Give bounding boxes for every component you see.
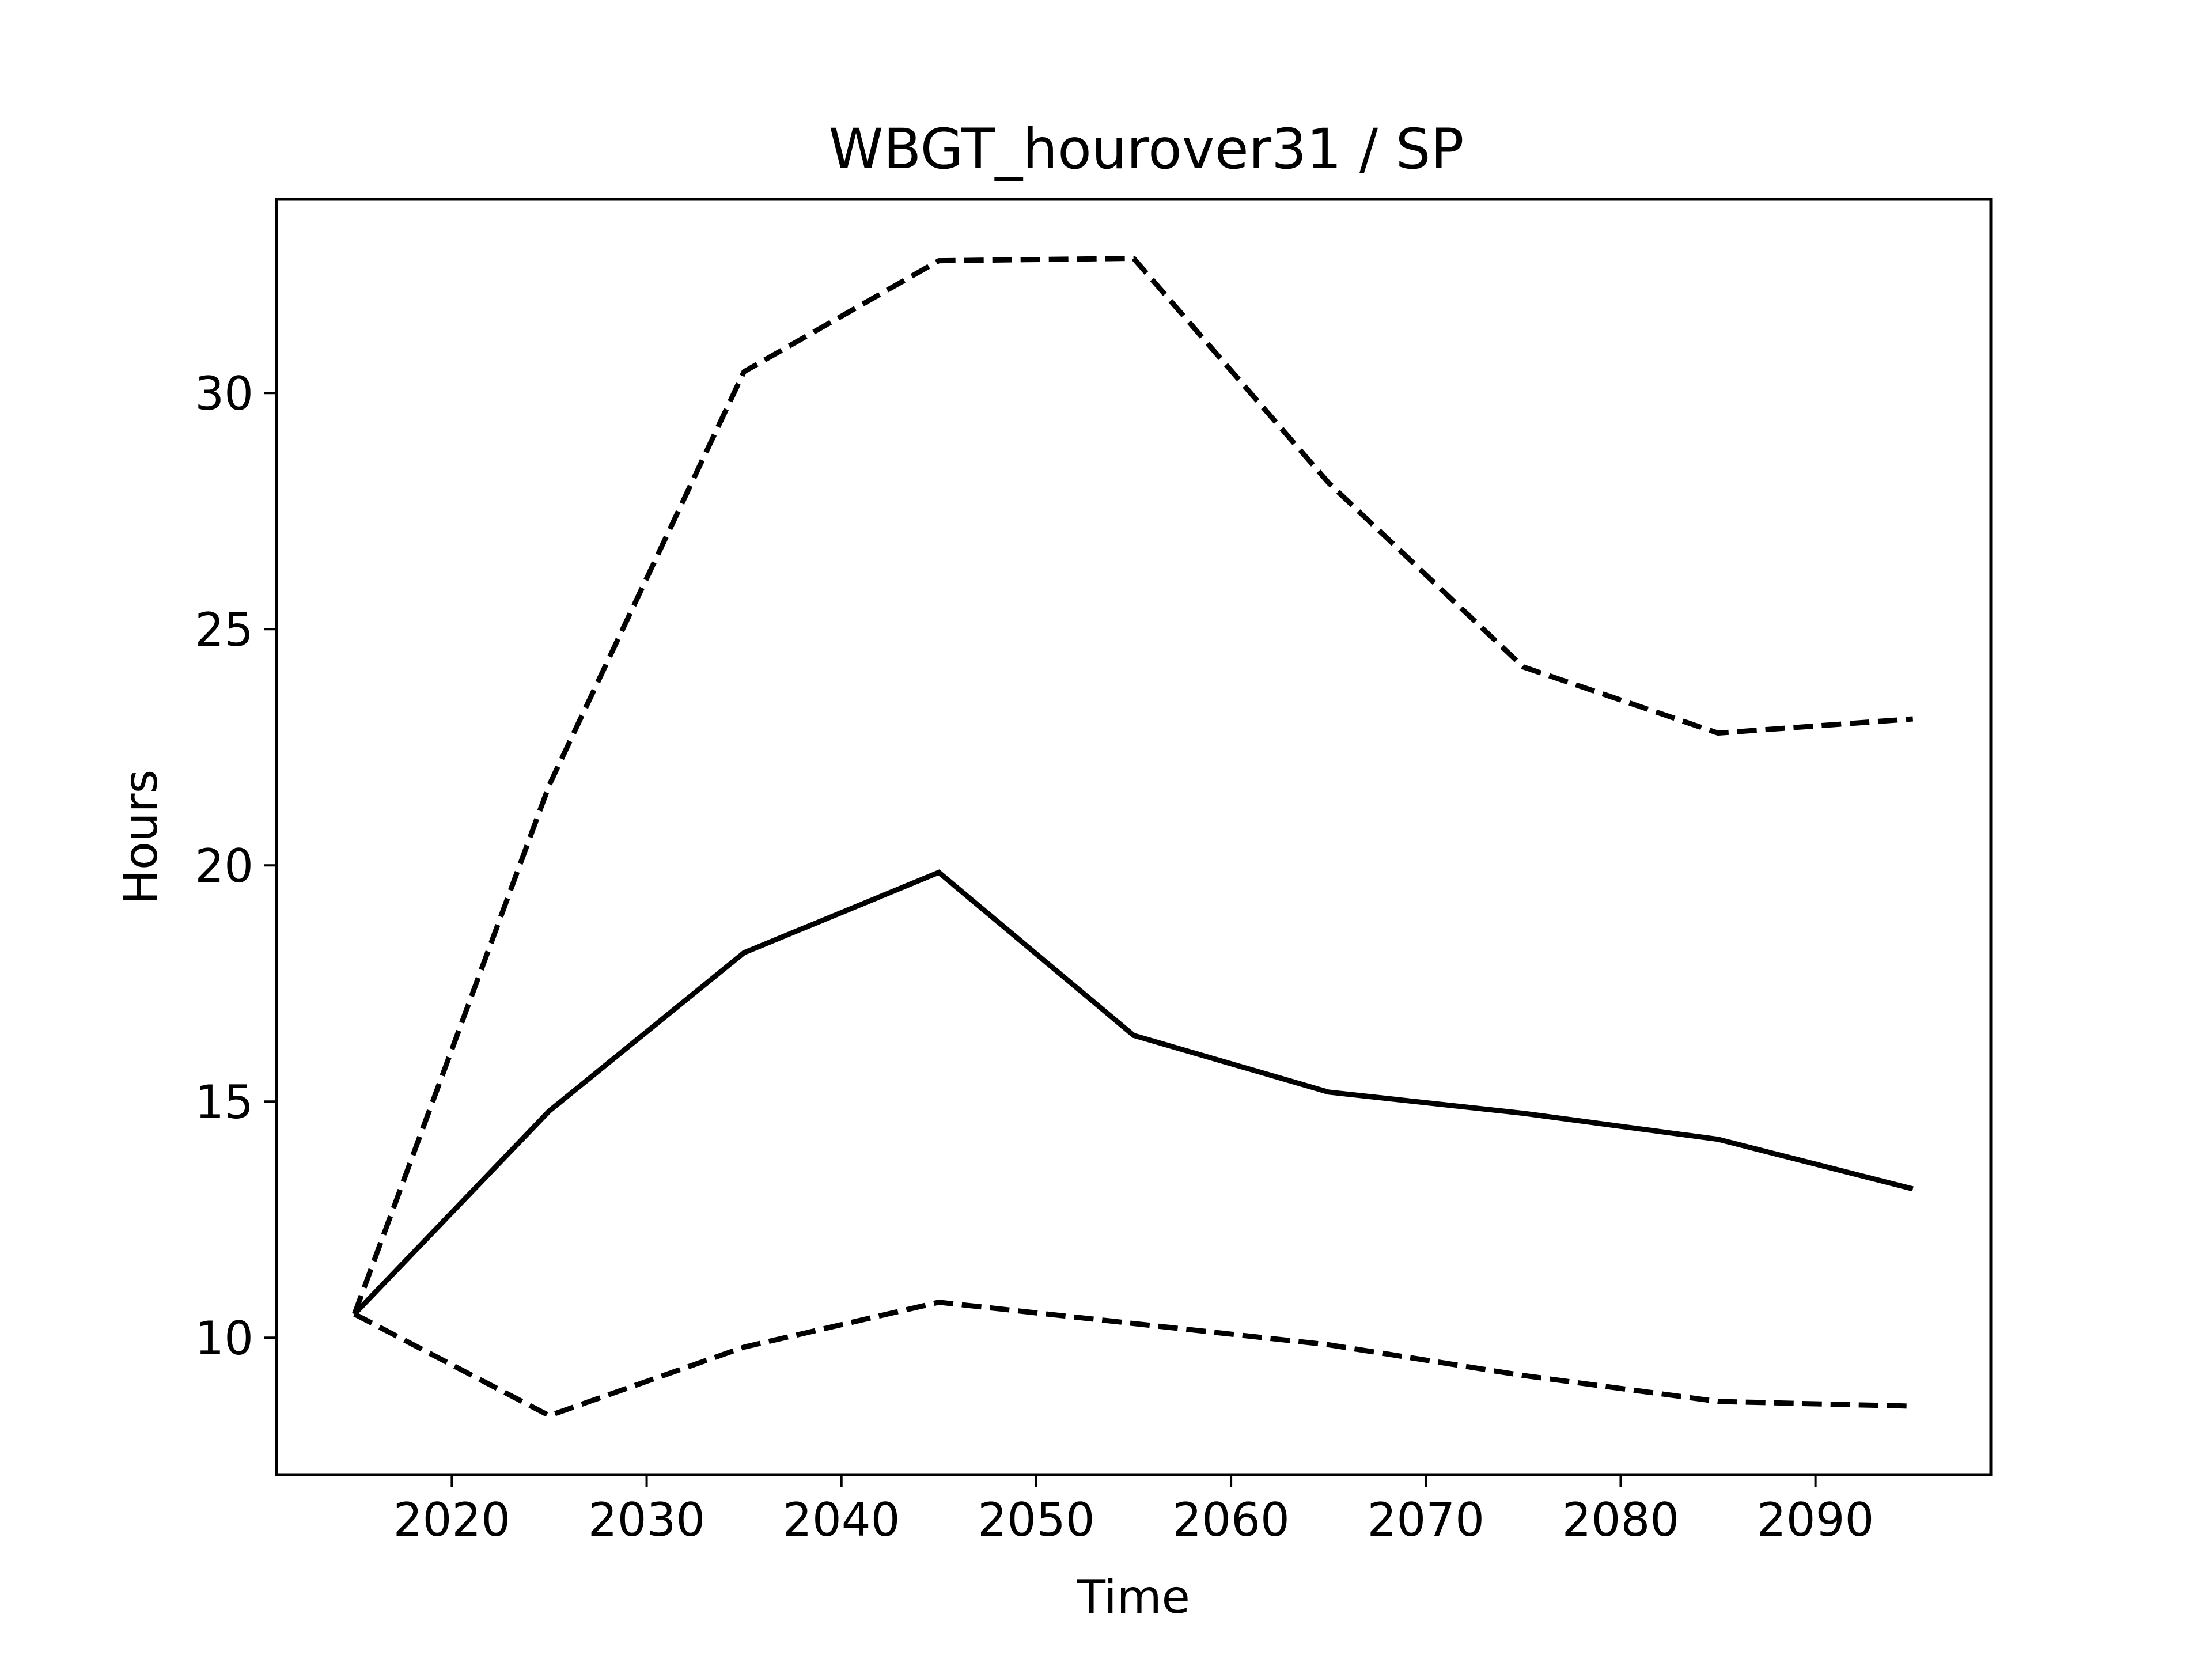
series-layer [352, 255, 1914, 1419]
y-tick-label: 20 [195, 839, 253, 893]
x-tick-label: 2030 [588, 1493, 706, 1547]
series-line-2 [352, 255, 1914, 1315]
x-tick-label: 2070 [1367, 1493, 1484, 1547]
y-axis: 10 15 20 25 30 [195, 367, 276, 1365]
x-tick-label: 2020 [393, 1493, 511, 1547]
y-tick-label: 10 [195, 1312, 253, 1365]
series-line-1 [353, 869, 1914, 1316]
y-tick-label: 30 [195, 367, 253, 421]
series-line-3 [353, 1300, 1913, 1419]
y-tick-label: 25 [195, 603, 253, 657]
y-axis-label: Hours [114, 770, 168, 904]
plot-frame [275, 198, 1993, 1476]
chart-title: WBGT_hourover31 / SP [829, 117, 1464, 181]
x-axis-label: Time [1077, 1570, 1190, 1624]
x-tick-label: 2050 [978, 1493, 1095, 1547]
x-tick-label: 2080 [1562, 1493, 1680, 1547]
x-tick-label: 2090 [1757, 1493, 1874, 1547]
x-tick-label: 2060 [1172, 1493, 1290, 1547]
x-tick-label: 2040 [783, 1493, 900, 1547]
x-axis: 2020 2030 2040 2050 2060 2070 2080 2090 [393, 1475, 1874, 1547]
y-tick-label: 15 [195, 1075, 253, 1129]
